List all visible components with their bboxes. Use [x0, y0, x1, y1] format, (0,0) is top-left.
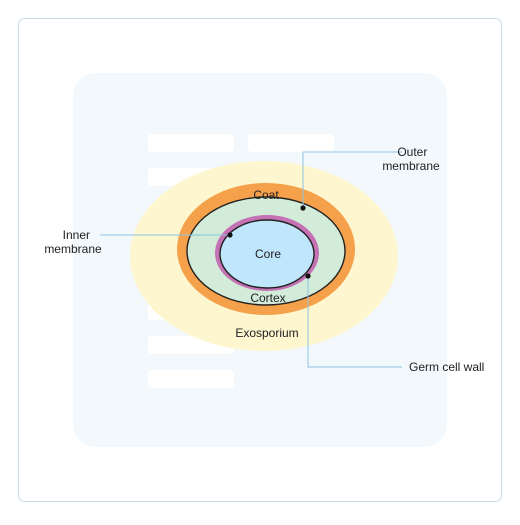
cortex-label: Cortex	[250, 291, 285, 305]
germ-cell-wall-marker	[305, 273, 311, 279]
outer-membrane-label: Outer membrane	[382, 145, 440, 173]
placeholder-bar	[248, 134, 334, 152]
placeholder-bar	[148, 134, 234, 152]
core-label: Core	[255, 247, 281, 261]
exosporium-label: Exosporium	[235, 326, 298, 340]
coat-label: Coat	[253, 188, 279, 202]
outer-membrane-marker	[300, 205, 306, 211]
germ-cell-wall-leader	[307, 276, 402, 368]
leader-lines	[100, 151, 402, 368]
outer-membrane-leader	[302, 151, 402, 208]
inner-membrane-label: Inner membrane	[44, 228, 102, 256]
inner-membrane-marker	[227, 232, 233, 238]
placeholder-bar	[148, 370, 234, 388]
core-layer	[219, 219, 315, 289]
outer-membrane-label-line1: Outer	[397, 145, 427, 159]
inner-membrane-label-line2: membrane	[44, 242, 102, 256]
germ-cell-wall-label: Germ cell wall	[409, 360, 484, 374]
outer-membrane-label-line2: membrane	[382, 159, 440, 173]
inner-membrane-label-line1: Inner	[63, 228, 90, 242]
